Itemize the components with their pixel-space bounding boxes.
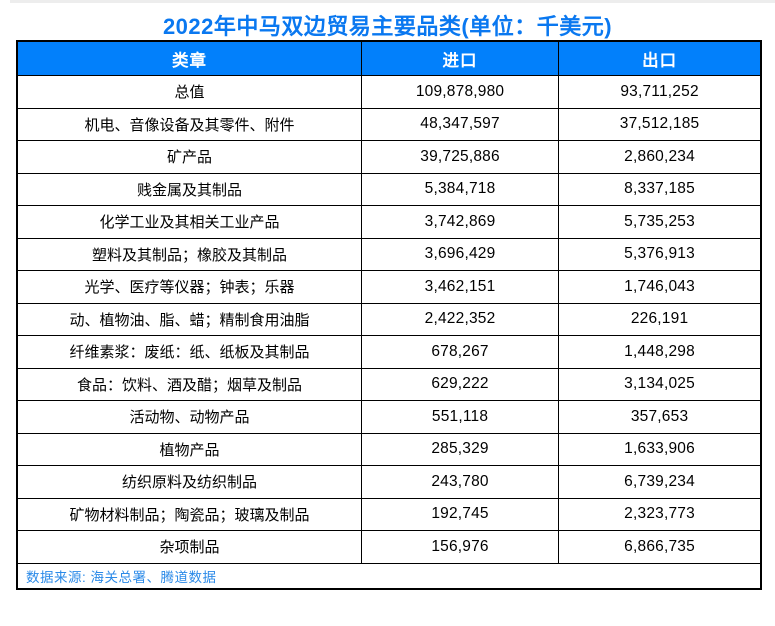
table-row: 机电、音像设备及其零件、附件 48,347,597 37,512,185	[16, 107, 762, 141]
table-row: 活动物、动物产品 551,118 357,653	[16, 400, 762, 434]
export-value-cell: 8,337,185	[558, 172, 762, 206]
import-value-cell: 109,878,980	[360, 75, 560, 109]
top-edge-strip	[10, 0, 775, 3]
import-value-cell: 192,745	[360, 497, 560, 531]
import-value-cell: 629,222	[360, 367, 560, 401]
category-cell: 纤维素浆：废纸：纸、纸板及其制品	[16, 335, 362, 369]
table-row: 总值 109,878,980 93,711,252	[16, 75, 762, 109]
table-body: 总值 109,878,980 93,711,252 机电、音像设备及其零件、附件 48,…	[16, 75, 762, 564]
import-value-cell: 3,462,151	[360, 270, 560, 304]
category-cell: 机电、音像设备及其零件、附件	[16, 107, 362, 141]
import-value-cell: 48,347,597	[360, 107, 560, 141]
export-value-cell: 5,735,253	[558, 205, 762, 239]
import-value-cell: 156,976	[360, 530, 560, 564]
export-value-cell: 1,746,043	[558, 270, 762, 304]
table-row: 动、植物油、脂、蜡；精制食用油脂 2,422,352 226,191	[16, 302, 762, 336]
export-value-cell: 5,376,913	[558, 237, 762, 271]
export-value-cell: 1,448,298	[558, 335, 762, 369]
export-value-cell: 226,191	[558, 302, 762, 336]
trade-table: 类章 进口 出口 总值 109,878,980 93,711,252 机电、音像设备及…	[16, 40, 762, 590]
table-row: 纺织原料及纺织制品 243,780 6,739,234	[16, 465, 762, 499]
export-value-cell: 93,711,252	[558, 75, 762, 109]
header-row: 类章 进口 出口	[16, 40, 762, 76]
import-value-cell: 243,780	[360, 465, 560, 499]
table-row: 矿物材料制品；陶瓷品；玻璃及制品 192,745 2,323,773	[16, 497, 762, 531]
export-value-cell: 1,633,906	[558, 432, 762, 466]
table-row: 矿产品 39,725,886 2,860,234	[16, 140, 762, 174]
table-header: 类章 进口 出口	[16, 40, 762, 76]
import-value-cell: 3,742,869	[360, 205, 560, 239]
category-cell: 矿产品	[16, 140, 362, 174]
table-row: 植物产品 285,329 1,633,906	[16, 432, 762, 466]
export-value-cell: 2,860,234	[558, 140, 762, 174]
page-title: 2022年中马双边贸易主要品类(单位：千美元)	[162, 14, 613, 39]
export-value-cell: 6,739,234	[558, 465, 762, 499]
category-cell: 动、植物油、脂、蜡；精制食用油脂	[16, 302, 362, 336]
export-value-cell: 6,866,735	[558, 530, 762, 564]
category-cell: 塑料及其制品；橡胶及其制品	[16, 237, 362, 271]
table-row: 贱金属及其制品 5,384,718 8,337,185	[16, 172, 762, 206]
import-value-cell: 551,118	[360, 400, 560, 434]
category-cell: 植物产品	[16, 432, 362, 466]
export-value-cell: 357,653	[558, 400, 762, 434]
import-value-cell: 5,384,718	[360, 172, 560, 206]
source-row: 数据来源: 海关总署、腾道数据	[16, 562, 762, 589]
column-header-export: 出口	[558, 40, 762, 76]
category-cell: 化学工业及其相关工业产品	[16, 205, 362, 239]
table-row: 化学工业及其相关工业产品 3,742,869 5,735,253	[16, 205, 762, 239]
export-value-cell: 3,134,025	[558, 367, 762, 401]
import-value-cell: 3,696,429	[360, 237, 560, 271]
import-value-cell: 39,725,886	[360, 140, 560, 174]
import-value-cell: 678,267	[360, 335, 560, 369]
table-row: 塑料及其制品；橡胶及其制品 3,696,429 5,376,913	[16, 237, 762, 271]
export-value-cell: 2,323,773	[558, 497, 762, 531]
category-cell: 食品：饮料、酒及醋；烟草及制品	[16, 367, 362, 401]
category-cell: 光学、医疗等仪器；钟表；乐器	[16, 270, 362, 304]
data-source-note: 数据来源: 海关总署、腾道数据	[16, 562, 762, 589]
category-cell: 纺织原料及纺织制品	[16, 465, 362, 499]
category-cell: 总值	[16, 75, 362, 109]
import-value-cell: 285,329	[360, 432, 560, 466]
table-row: 食品：饮料、酒及醋；烟草及制品 629,222 3,134,025	[16, 367, 762, 401]
category-cell: 矿物材料制品；陶瓷品；玻璃及制品	[16, 497, 362, 531]
import-value-cell: 2,422,352	[360, 302, 560, 336]
table-row: 光学、医疗等仪器；钟表；乐器 3,462,151 1,746,043	[16, 270, 762, 304]
export-value-cell: 37,512,185	[558, 107, 762, 141]
category-cell: 活动物、动物产品	[16, 400, 362, 434]
category-cell: 贱金属及其制品	[16, 172, 362, 206]
table-footer: 数据来源: 海关总署、腾道数据	[16, 562, 762, 589]
column-header-category: 类章	[16, 40, 362, 76]
table-row: 纤维素浆：废纸：纸、纸板及其制品 678,267 1,448,298	[16, 335, 762, 369]
category-cell: 杂项制品	[16, 530, 362, 564]
table-row: 杂项制品 156,976 6,866,735	[16, 530, 762, 564]
column-header-import: 进口	[360, 40, 560, 76]
